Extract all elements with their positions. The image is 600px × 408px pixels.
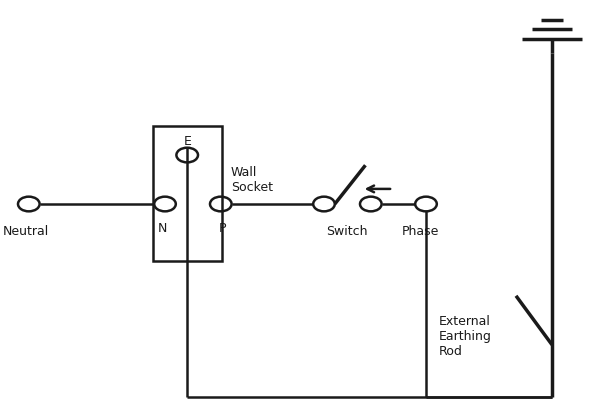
Text: External
Earthing
Rod: External Earthing Rod <box>439 315 492 358</box>
Text: Wall
Socket: Wall Socket <box>231 166 273 193</box>
Bar <box>153 126 222 261</box>
Text: N: N <box>157 222 167 235</box>
Text: E: E <box>183 135 191 149</box>
Text: P: P <box>218 222 226 235</box>
Text: Phase: Phase <box>402 225 439 238</box>
Text: Neutral: Neutral <box>3 225 49 238</box>
Text: Switch: Switch <box>326 225 368 238</box>
